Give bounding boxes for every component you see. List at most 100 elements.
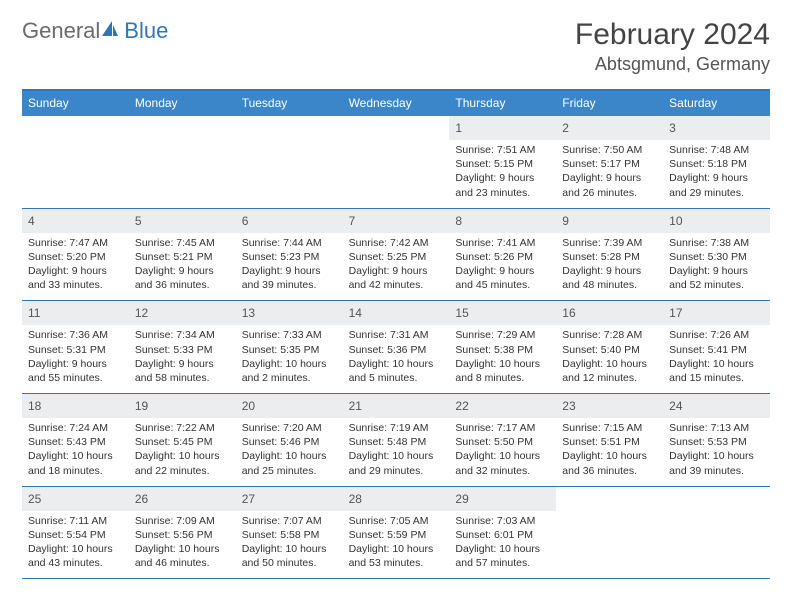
info-daylight1: Daylight: 9 hours — [242, 264, 337, 278]
info-sunrise: Sunrise: 7:51 AM — [455, 143, 550, 157]
info-daylight1: Daylight: 9 hours — [135, 264, 230, 278]
info-sunrise: Sunrise: 7:38 AM — [669, 236, 764, 250]
day-cell: 9Sunrise: 7:39 AMSunset: 5:28 PMDaylight… — [556, 209, 663, 301]
day-number: 16 — [562, 306, 575, 320]
day-number: 13 — [242, 306, 255, 320]
day-number: 15 — [455, 306, 468, 320]
day-cell — [129, 116, 236, 208]
daynum-bar: 21 — [343, 394, 450, 418]
info-sunrise: Sunrise: 7:13 AM — [669, 421, 764, 435]
info-daylight1: Daylight: 9 hours — [28, 264, 123, 278]
info-sunrise: Sunrise: 7:24 AM — [28, 421, 123, 435]
info-sunrise: Sunrise: 7:45 AM — [135, 236, 230, 250]
info-sunrise: Sunrise: 7:50 AM — [562, 143, 657, 157]
info-sunset: Sunset: 5:56 PM — [135, 528, 230, 542]
day-info: Sunrise: 7:42 AMSunset: 5:25 PMDaylight:… — [349, 236, 444, 293]
day-number: 4 — [28, 214, 35, 228]
info-daylight2: and 29 minutes. — [669, 186, 764, 200]
info-daylight2: and 18 minutes. — [28, 464, 123, 478]
info-sunset: Sunset: 5:48 PM — [349, 435, 444, 449]
info-sunset: Sunset: 5:23 PM — [242, 250, 337, 264]
day-cell — [343, 116, 450, 208]
info-daylight1: Daylight: 10 hours — [242, 542, 337, 556]
day-info: Sunrise: 7:19 AMSunset: 5:48 PMDaylight:… — [349, 421, 444, 478]
info-sunrise: Sunrise: 7:31 AM — [349, 328, 444, 342]
day-number: 3 — [669, 121, 676, 135]
info-sunset: Sunset: 6:01 PM — [455, 528, 550, 542]
info-daylight2: and 50 minutes. — [242, 556, 337, 570]
info-daylight1: Daylight: 10 hours — [349, 542, 444, 556]
daynum-bar: 10 — [663, 209, 770, 233]
daynum-bar: 4 — [22, 209, 129, 233]
info-daylight1: Daylight: 9 hours — [135, 357, 230, 371]
info-sunrise: Sunrise: 7:39 AM — [562, 236, 657, 250]
day-cell — [663, 487, 770, 579]
daynum-bar: 15 — [449, 301, 556, 325]
daynum-bar: 2 — [556, 116, 663, 140]
day-number: 28 — [349, 492, 362, 506]
dow-wednesday: Wednesday — [343, 91, 450, 116]
info-daylight1: Daylight: 9 hours — [349, 264, 444, 278]
info-sunrise: Sunrise: 7:44 AM — [242, 236, 337, 250]
daynum-bar: 25 — [22, 487, 129, 511]
day-info: Sunrise: 7:24 AMSunset: 5:43 PMDaylight:… — [28, 421, 123, 478]
info-daylight1: Daylight: 10 hours — [28, 542, 123, 556]
info-sunset: Sunset: 5:40 PM — [562, 343, 657, 357]
dow-monday: Monday — [129, 91, 236, 116]
info-sunrise: Sunrise: 7:07 AM — [242, 514, 337, 528]
dow-thursday: Thursday — [449, 91, 556, 116]
info-daylight1: Daylight: 10 hours — [28, 449, 123, 463]
day-cell: 26Sunrise: 7:09 AMSunset: 5:56 PMDayligh… — [129, 487, 236, 579]
brand-text-general: General — [22, 18, 100, 44]
info-sunset: Sunset: 5:54 PM — [28, 528, 123, 542]
info-sunrise: Sunrise: 7:47 AM — [28, 236, 123, 250]
info-daylight1: Daylight: 10 hours — [455, 542, 550, 556]
info-sunset: Sunset: 5:15 PM — [455, 157, 550, 171]
info-daylight2: and 43 minutes. — [28, 556, 123, 570]
day-cell: 4 Sunrise: 7:47 AMSunset: 5:20 PMDaylight… — [22, 209, 129, 301]
info-sunset: Sunset: 5:36 PM — [349, 343, 444, 357]
day-number: 9 — [562, 214, 569, 228]
day-number: 23 — [562, 399, 575, 413]
info-daylight2: and 23 minutes. — [455, 186, 550, 200]
brand-text-blue: Blue — [124, 18, 168, 44]
day-number: 19 — [135, 399, 148, 413]
info-sunset: Sunset: 5:31 PM — [28, 343, 123, 357]
info-daylight2: and 8 minutes. — [455, 371, 550, 385]
day-number: 24 — [669, 399, 682, 413]
info-sunset: Sunset: 5:41 PM — [669, 343, 764, 357]
day-cell — [236, 116, 343, 208]
info-daylight1: Daylight: 9 hours — [455, 264, 550, 278]
day-number: 6 — [242, 214, 249, 228]
info-daylight2: and 53 minutes. — [349, 556, 444, 570]
dow-tuesday: Tuesday — [236, 91, 343, 116]
info-daylight1: Daylight: 10 hours — [349, 357, 444, 371]
info-daylight1: Daylight: 9 hours — [669, 264, 764, 278]
daynum-bar: 6 — [236, 209, 343, 233]
daynum-bar: 9 — [556, 209, 663, 233]
day-info: Sunrise: 7:33 AMSunset: 5:35 PMDaylight:… — [242, 328, 337, 385]
day-info: Sunrise: 7:47 AMSunset: 5:20 PMDaylight:… — [28, 236, 123, 293]
calendar: Sunday Monday Tuesday Wednesday Thursday… — [22, 89, 770, 579]
info-daylight1: Daylight: 10 hours — [562, 449, 657, 463]
day-info: Sunrise: 7:38 AMSunset: 5:30 PMDaylight:… — [669, 236, 764, 293]
info-daylight2: and 26 minutes. — [562, 186, 657, 200]
info-daylight2: and 5 minutes. — [349, 371, 444, 385]
info-daylight2: and 45 minutes. — [455, 278, 550, 292]
day-cell: 27Sunrise: 7:07 AMSunset: 5:58 PMDayligh… — [236, 487, 343, 579]
info-daylight1: Daylight: 10 hours — [669, 449, 764, 463]
info-daylight1: Daylight: 10 hours — [562, 357, 657, 371]
day-info: Sunrise: 7:28 AMSunset: 5:40 PMDaylight:… — [562, 328, 657, 385]
day-info: Sunrise: 7:51 AMSunset: 5:15 PMDaylight:… — [455, 143, 550, 200]
info-sunset: Sunset: 5:25 PM — [349, 250, 444, 264]
day-info: Sunrise: 7:31 AMSunset: 5:36 PMDaylight:… — [349, 328, 444, 385]
info-sunrise: Sunrise: 7:19 AM — [349, 421, 444, 435]
daynum-bar: 8 — [449, 209, 556, 233]
daynum-bar: 28 — [343, 487, 450, 511]
daynum-bar: 23 — [556, 394, 663, 418]
info-sunset: Sunset: 5:33 PM — [135, 343, 230, 357]
info-daylight2: and 42 minutes. — [349, 278, 444, 292]
day-info: Sunrise: 7:20 AMSunset: 5:46 PMDaylight:… — [242, 421, 337, 478]
daynum-bar: 13 — [236, 301, 343, 325]
daynum-bar: 27 — [236, 487, 343, 511]
